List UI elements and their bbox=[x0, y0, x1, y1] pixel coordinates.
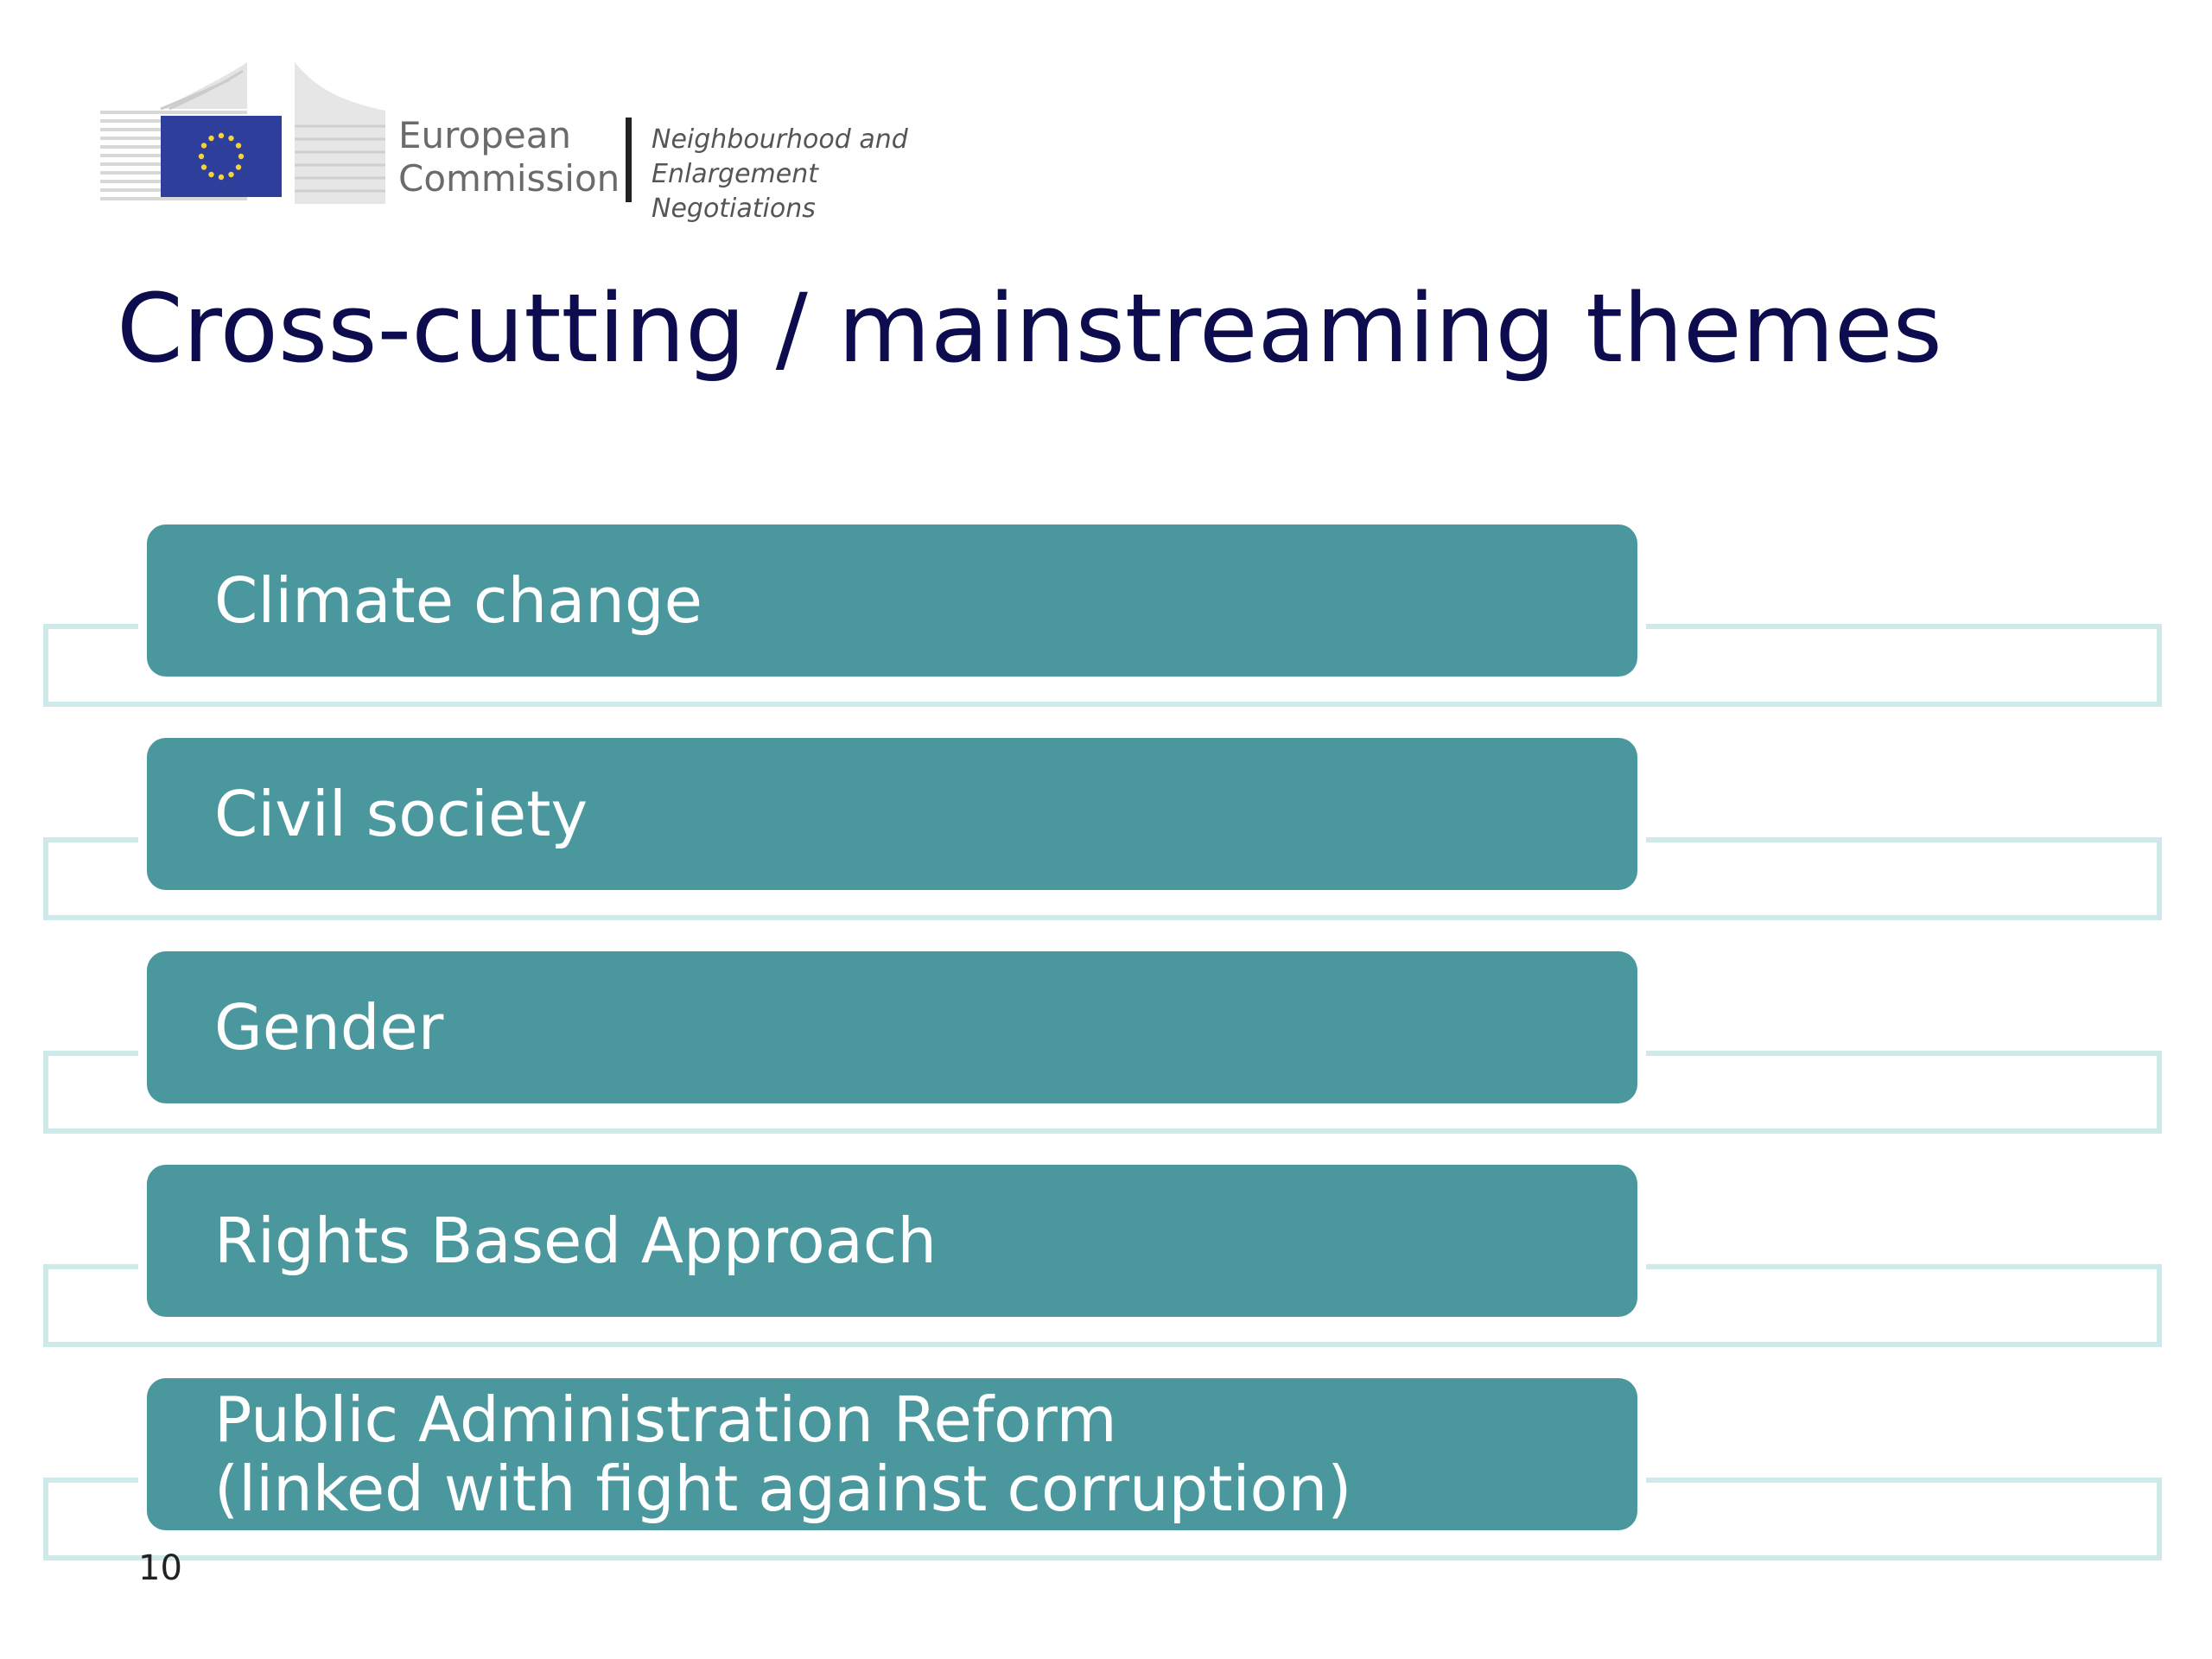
department-name: Neighbourhood and Enlargement Negotiatio… bbox=[652, 123, 964, 226]
theme-sublabel: (linked with fight against corruption) bbox=[214, 1452, 1352, 1525]
organization-name-line2: Commission bbox=[398, 157, 620, 200]
theme-item-rights-based-approach: Rights Based Approach bbox=[147, 1165, 1637, 1317]
theme-label: Rights Based Approach bbox=[214, 1205, 937, 1277]
organization-name: European Commission bbox=[398, 114, 620, 200]
department-name-line1: Neighbourhood and bbox=[652, 124, 908, 155]
organization-name-line1: European bbox=[398, 114, 572, 156]
european-commission-logo: European Commission Neighbourhood and En… bbox=[100, 57, 964, 224]
theme-label: Public Administration Reform bbox=[214, 1383, 1117, 1456]
theme-item-gender: Gender bbox=[147, 951, 1637, 1103]
theme-label: Civil society bbox=[214, 778, 588, 850]
theme-label: Gender bbox=[214, 991, 444, 1064]
theme-label: Climate change bbox=[214, 564, 702, 637]
page-title: Cross-cutting / mainstreaming themes bbox=[117, 273, 1942, 384]
theme-item-civil-society: Civil society bbox=[147, 738, 1637, 890]
logo-divider bbox=[626, 118, 632, 202]
slide-number: 10 bbox=[138, 1548, 182, 1588]
ec-building-flag-icon bbox=[100, 62, 385, 204]
department-name-line2: Enlargement Negotiations bbox=[652, 159, 818, 224]
theme-item-public-administration-reform: Public Administration Reform (linked wit… bbox=[147, 1378, 1637, 1530]
theme-item-climate-change: Climate change bbox=[147, 524, 1637, 677]
